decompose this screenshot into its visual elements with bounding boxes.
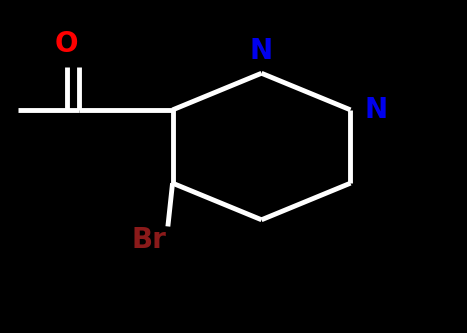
Text: Br: Br	[132, 226, 167, 254]
Text: O: O	[55, 30, 78, 58]
Text: N: N	[365, 96, 388, 124]
Text: N: N	[250, 37, 273, 65]
